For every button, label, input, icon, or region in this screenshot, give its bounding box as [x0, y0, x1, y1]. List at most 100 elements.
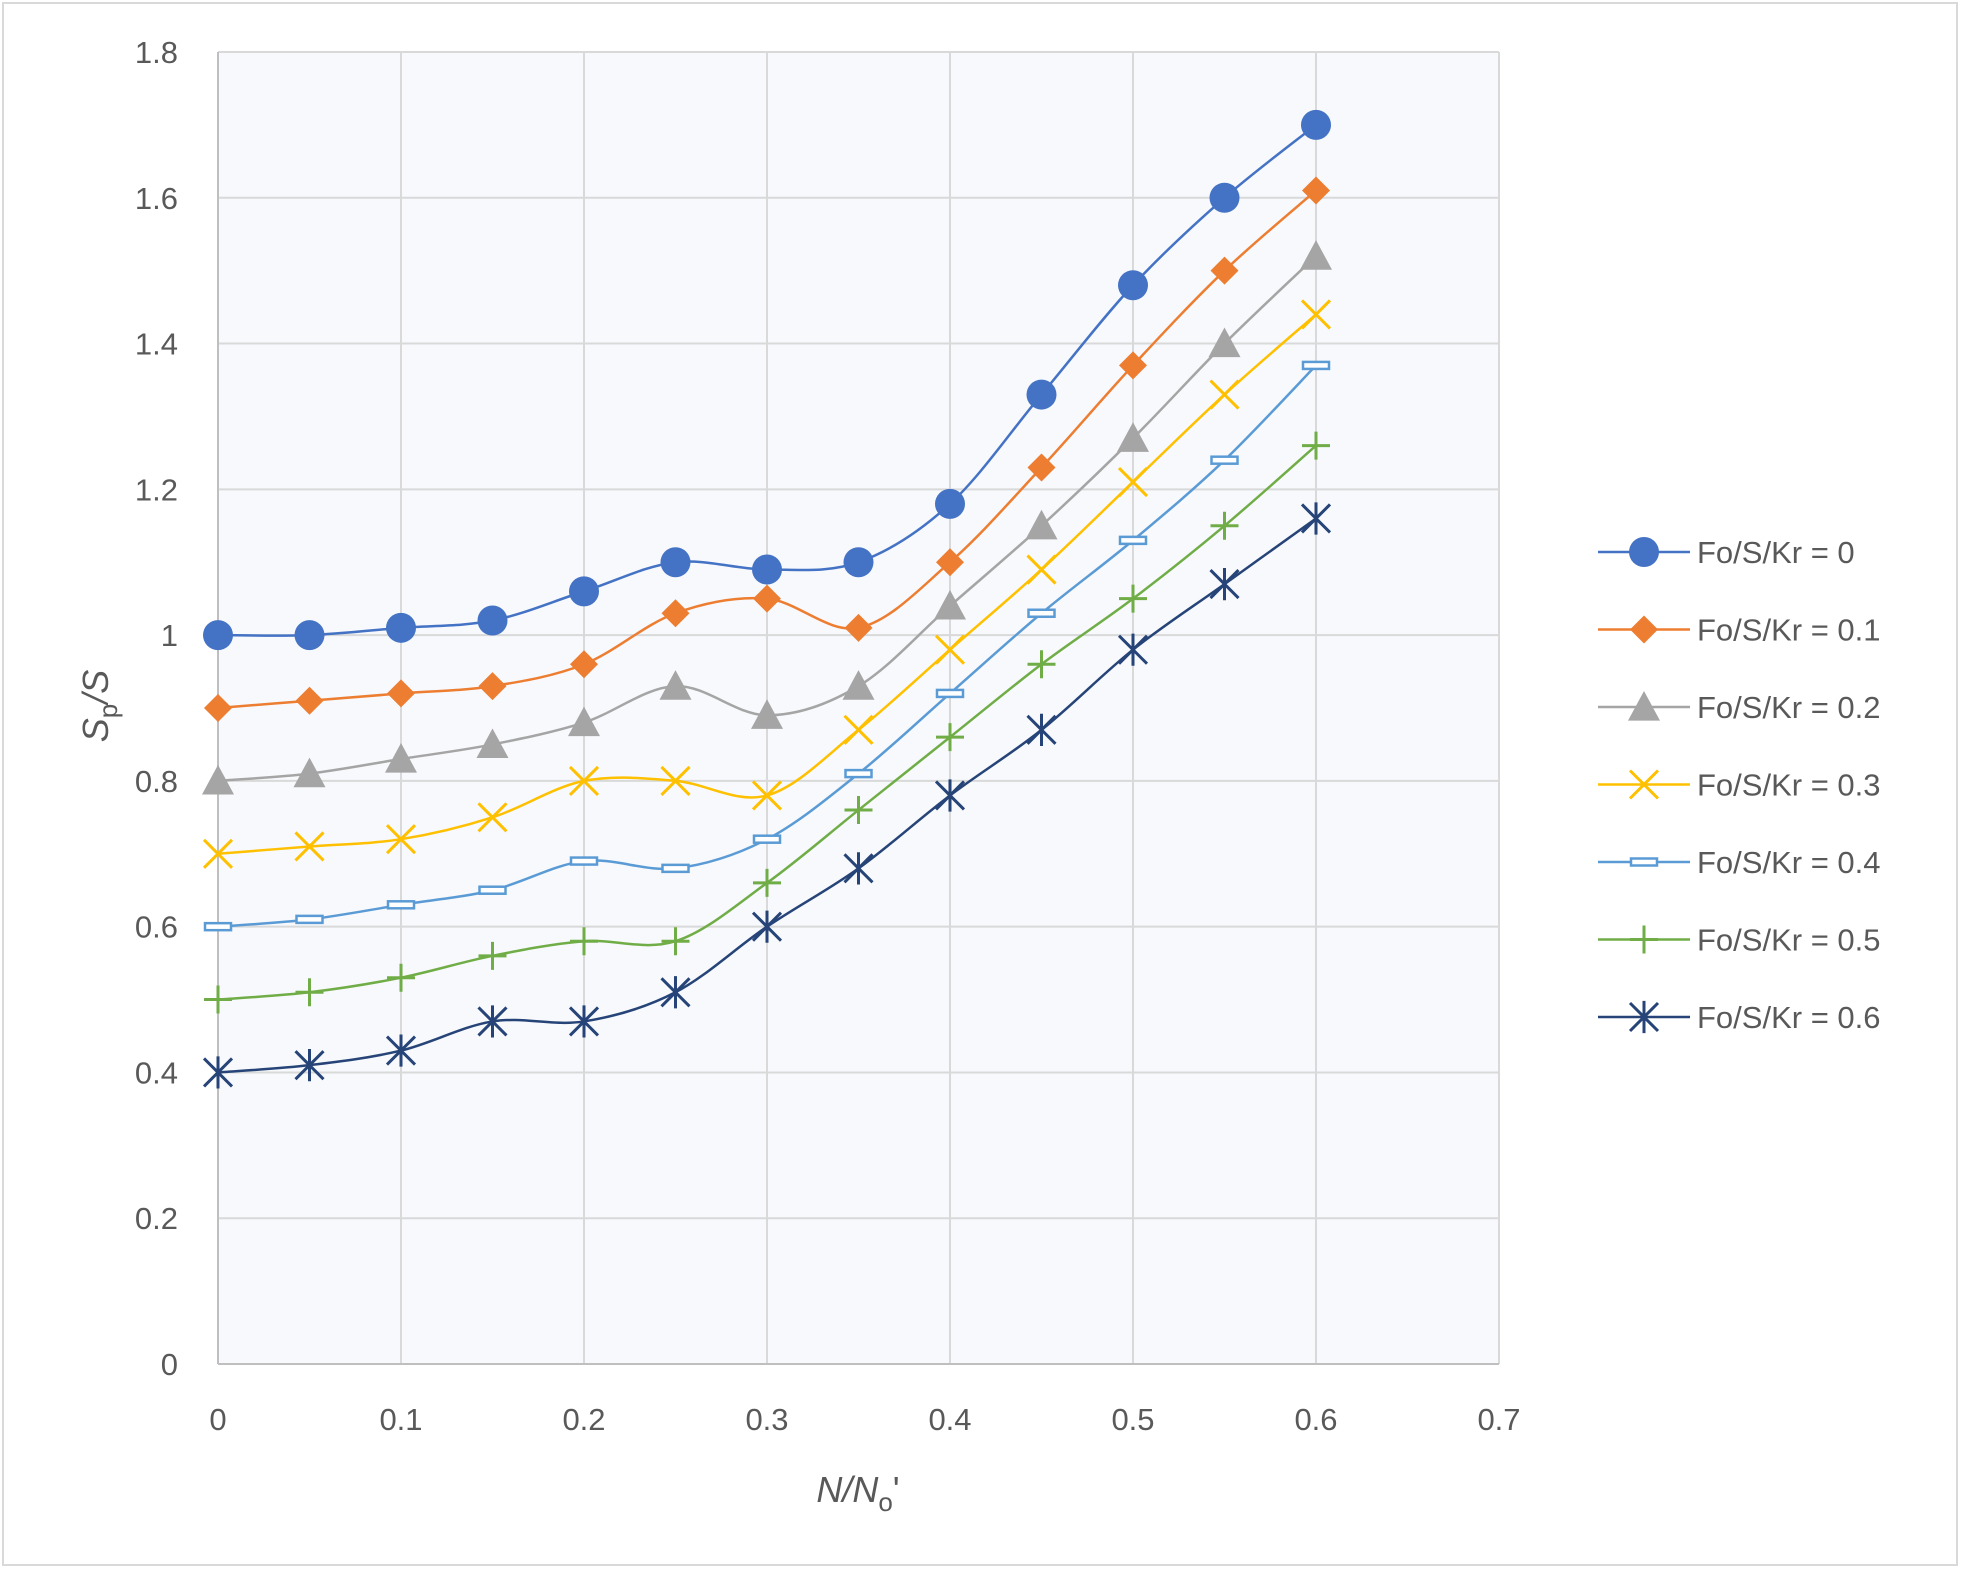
y-tick-label: 0.8	[135, 764, 178, 799]
marker-triangle	[751, 699, 783, 729]
marker-circle	[752, 554, 782, 585]
marker-star	[568, 1005, 600, 1038]
series-layer	[202, 109, 1332, 1089]
marker-circle	[843, 547, 874, 578]
x-tick-label: 0.6	[1294, 1402, 1337, 1437]
legend-item: Fo/S/Kr = 0.3	[1598, 768, 1881, 803]
marker-dash	[203, 921, 233, 932]
series-1	[203, 109, 1331, 651]
marker-x	[385, 824, 417, 855]
marker-x	[568, 765, 600, 796]
marker-plus	[936, 723, 964, 752]
series-7	[202, 502, 1332, 1089]
legend-item: Fo/S/Kr = 0.2	[1598, 690, 1881, 725]
y-axis-title-main: S	[75, 718, 116, 742]
marker-dash	[1301, 360, 1331, 371]
legend-label: Fo/S/Kr = 0.1	[1697, 613, 1881, 648]
marker-triangle	[659, 670, 692, 700]
series-2	[204, 176, 1330, 722]
marker-triangle	[1025, 509, 1058, 540]
y-tick-label: 1.6	[135, 181, 178, 216]
marker-triangle	[1117, 422, 1149, 452]
marker-diamond	[1027, 453, 1056, 482]
marker-diamond	[478, 672, 507, 701]
marker-x	[1628, 769, 1660, 800]
marker-triangle	[1300, 240, 1332, 270]
marker-dash	[844, 768, 873, 779]
marker-plus	[1027, 650, 1056, 679]
marker-star	[751, 910, 783, 943]
marker-diamond	[204, 694, 232, 722]
x-tick-label: 0.3	[745, 1402, 788, 1437]
marker-x	[1026, 554, 1057, 585]
marker-triangle	[293, 757, 326, 788]
marker-circle	[203, 620, 233, 651]
marker-x	[751, 780, 783, 811]
series-3	[202, 240, 1332, 795]
series-line	[217, 255, 1317, 783]
marker-plus	[844, 796, 873, 825]
y-tick-label: 1	[161, 618, 178, 653]
marker-plus	[753, 868, 781, 897]
marker-dash	[1210, 455, 1239, 465]
marker-diamond	[295, 686, 324, 715]
marker-x	[1300, 299, 1332, 330]
legend-item: Fo/S/Kr = 0.1	[1598, 613, 1881, 648]
marker-triangle	[1208, 327, 1241, 358]
y-tick-label: 0.4	[135, 1055, 178, 1090]
legend-label: Fo/S/Kr = 0.6	[1697, 1000, 1881, 1035]
marker-star	[934, 779, 966, 812]
marker-star	[202, 1056, 234, 1089]
marker-dash	[752, 834, 782, 844]
plot-area	[218, 52, 1499, 1364]
marker-plus	[661, 927, 690, 956]
marker-triangle	[476, 728, 509, 759]
marker-triangle	[934, 589, 966, 620]
marker-diamond	[570, 650, 598, 679]
x-tick-label: 0	[209, 1402, 226, 1437]
marker-x	[1209, 379, 1240, 410]
marker-plus	[1630, 925, 1658, 954]
series-6	[204, 431, 1330, 1014]
x-tick-label: 0.4	[928, 1402, 971, 1437]
marker-triangle	[385, 743, 417, 773]
y-axis-title-sub: p	[93, 704, 123, 718]
marker-x	[660, 765, 691, 796]
marker-diamond	[1630, 615, 1658, 644]
marker-triangle	[842, 670, 875, 700]
marker-circle	[477, 605, 508, 636]
marker-x	[934, 634, 966, 665]
marker-diamond	[387, 679, 415, 708]
marker-plus	[387, 963, 415, 992]
legend-label: Fo/S/Kr = 0	[1697, 535, 1855, 570]
series-4	[202, 299, 1332, 869]
marker-circle	[386, 612, 416, 643]
marker-triangle	[1628, 691, 1660, 721]
marker-plus	[1302, 431, 1330, 460]
legend-item: Fo/S/Kr = 0.4	[1598, 845, 1881, 880]
marker-circle	[294, 620, 325, 651]
marker-diamond	[936, 548, 964, 577]
marker-plus	[570, 927, 598, 956]
marker-dash	[661, 863, 690, 874]
marker-x	[1117, 466, 1149, 498]
x-tick-labels: 0 0.1 0.2 0.3 0.4 0.5 0.6 0.7	[209, 1402, 1520, 1437]
y-tick-label: 1.4	[135, 327, 178, 362]
marker-diamond	[1302, 176, 1330, 205]
marker-diamond	[753, 584, 781, 613]
marker-dash	[1118, 535, 1148, 546]
y-axis-title: Sp/S	[75, 670, 123, 743]
marker-circle	[569, 576, 599, 607]
marker-dash	[295, 914, 324, 925]
legend-item: Fo/S/Kr = 0.5	[1598, 923, 1881, 958]
y-tick-label: 1.2	[135, 472, 178, 507]
marker-circle	[1209, 182, 1240, 213]
marker-dash	[569, 856, 599, 866]
x-axis-title-suffix: '	[893, 1469, 900, 1510]
marker-star	[1300, 502, 1332, 535]
legend-label: Fo/S/Kr = 0.2	[1697, 690, 1881, 725]
marker-plus	[295, 978, 324, 1007]
y-axis-title-suffix: /S	[75, 670, 116, 707]
marker-star	[385, 1034, 417, 1067]
